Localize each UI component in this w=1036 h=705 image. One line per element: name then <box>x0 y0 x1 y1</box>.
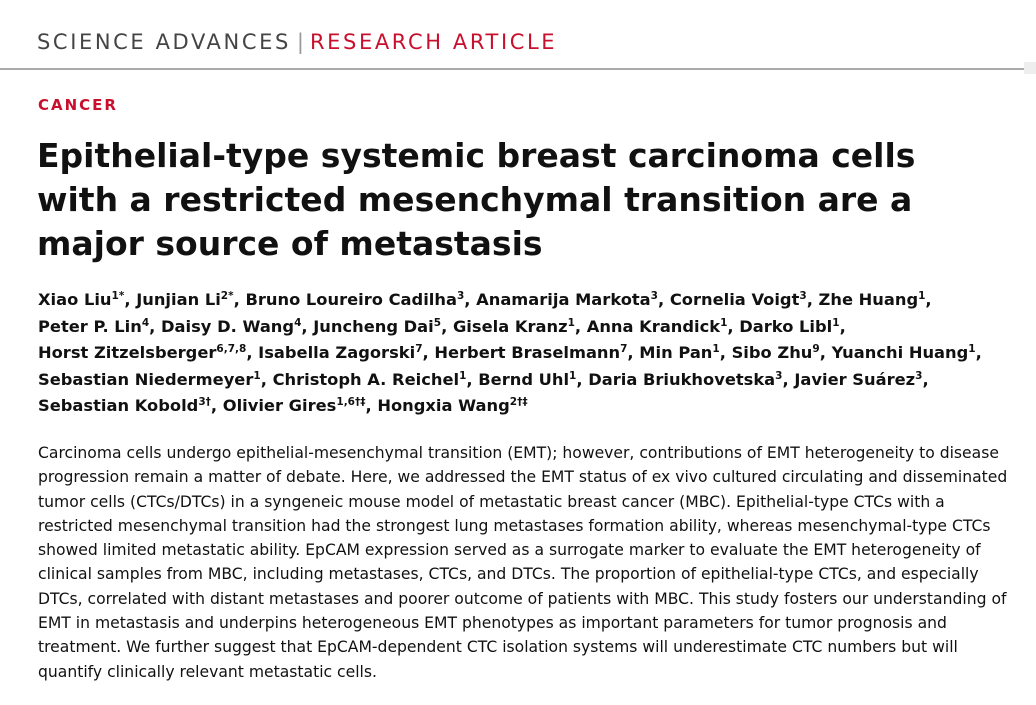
author-affiliation: 4 <box>294 316 302 329</box>
author: Horst Zitzelsberger6,7,8, <box>38 343 253 362</box>
author-affiliation: 3 <box>799 290 807 302</box>
author: Xiao Liu1*, <box>38 290 131 309</box>
author-affiliation: 1 <box>712 343 720 355</box>
author-affiliation: 6,7,8 <box>216 343 247 355</box>
author: Christoph A. Reichel1, <box>272 369 473 389</box>
abstract: Carcinoma cells undergo epithelial-mesen… <box>38 444 1008 681</box>
author: Junjian Li2*, <box>136 290 240 309</box>
author-name: Bruno Loureiro Cadilha <box>245 290 457 309</box>
header-rule-end <box>1024 62 1036 74</box>
article-category: CANCER <box>38 96 118 114</box>
journal-name: SCIENCE ADVANCES <box>37 30 291 54</box>
author-name: Anamarija Markota <box>476 290 651 309</box>
author: Herbert Braselmann7, <box>434 343 634 362</box>
author: Sebastian Niedermeyer1, <box>38 369 267 389</box>
author-affiliation: 1 <box>569 369 577 382</box>
author-affiliation: 7 <box>415 343 423 355</box>
author: Bruno Loureiro Cadilha3, <box>245 290 471 309</box>
author-affiliation: 1 <box>832 316 840 329</box>
author-list: Xiao Liu1*, Junjian Li2*, Bruno Loureiro… <box>38 287 1028 420</box>
author: Anna Krandick1, <box>586 316 734 336</box>
author-name: Herbert Braselmann <box>434 343 621 362</box>
header-separator: | <box>296 30 304 54</box>
author-name: Darko Libl <box>739 316 833 336</box>
author-name: Javier Suárez <box>794 369 916 389</box>
author-name: Min Pan <box>639 343 713 362</box>
author-name: Daisy D. Wang <box>161 316 295 336</box>
author: Daisy D. Wang4, <box>161 316 308 336</box>
author-name: Bernd Uhl <box>478 369 570 389</box>
author-affiliation: 1* <box>111 290 125 302</box>
author-name: Anna Krandick <box>586 316 721 336</box>
author-affiliation: 2†‡ <box>509 396 528 408</box>
author-name: Xiao Liu <box>38 290 112 309</box>
author: Sebastian Kobold3†, <box>38 396 218 415</box>
header-rule <box>0 68 1036 70</box>
author-affiliation: 9 <box>812 343 820 355</box>
author: Juncheng Dai5, <box>313 316 448 336</box>
author: Peter P. Lin4, <box>38 316 156 336</box>
author-affiliation: 2* <box>220 290 234 302</box>
author-affiliation: 1 <box>459 369 467 382</box>
author: Min Pan1, <box>639 343 726 362</box>
author-name: Sibo Zhu <box>731 343 813 362</box>
author-name: Peter P. Lin <box>38 316 142 336</box>
author-affiliation: 1 <box>720 316 728 329</box>
author-name: Gisela Kranz <box>452 316 568 336</box>
article-title: Epithelial-type systemic breast carcinom… <box>37 136 916 263</box>
author-affiliation: 3 <box>456 290 465 302</box>
article-type: RESEARCH ARTICLE <box>309 30 558 54</box>
author-affiliation: 3† <box>198 396 211 408</box>
author-affiliation: 5 <box>433 316 442 329</box>
author-affiliation: 4 <box>141 316 150 329</box>
author-name: Juncheng Dai <box>313 316 434 336</box>
author-name: Zhe Huang <box>818 290 919 309</box>
author-affiliation: 3 <box>915 369 923 382</box>
author-name: Isabella Zagorski <box>258 343 416 362</box>
author: Olivier Gires1,6†‡, <box>222 396 372 415</box>
author-name: Horst Zitzelsberger <box>38 343 217 362</box>
author-affiliation: 1 <box>253 369 261 382</box>
author-name: Hongxia Wang <box>377 396 510 415</box>
author-name: Daria Briukhovetska <box>588 369 776 389</box>
journal-header: SCIENCE ADVANCES | RESEARCH ARTICLE <box>37 30 557 54</box>
author-name: Cornelia Voigt <box>669 290 800 309</box>
author-affiliation: 3 <box>775 369 783 382</box>
author: Yuanchi Huang1, <box>831 343 982 362</box>
author-affiliation: 1 <box>567 316 575 329</box>
author-name: Sebastian Niedermeyer <box>38 369 254 389</box>
author: Hongxia Wang2†‡ <box>377 396 527 415</box>
author-name: Junjian Li <box>136 290 221 309</box>
author: Bernd Uhl1, <box>478 369 583 389</box>
author-name: Christoph A. Reichel <box>272 369 460 389</box>
author: Cornelia Voigt3, <box>669 290 813 309</box>
author: Sibo Zhu9, <box>731 343 826 362</box>
author-name: Yuanchi Huang <box>831 343 969 362</box>
author: Gisela Kranz1, <box>452 316 582 336</box>
author-affiliation: 7 <box>620 343 628 355</box>
author-affiliation: 1 <box>968 343 976 355</box>
author: Javier Suárez3, <box>794 369 929 389</box>
author-affiliation: 1,6†‡ <box>336 396 366 408</box>
author: Zhe Huang1, <box>818 290 932 309</box>
author-affiliation: 1 <box>918 290 926 302</box>
author: Darko Libl1, <box>739 316 846 336</box>
author-name: Olivier Gires <box>222 396 337 415</box>
author: Daria Briukhovetska3, <box>588 369 789 389</box>
author: Isabella Zagorski7, <box>258 343 429 362</box>
author-affiliation: 3 <box>650 290 658 302</box>
author-name: Sebastian Kobold <box>38 396 199 415</box>
author: Anamarija Markota3, <box>476 290 665 309</box>
